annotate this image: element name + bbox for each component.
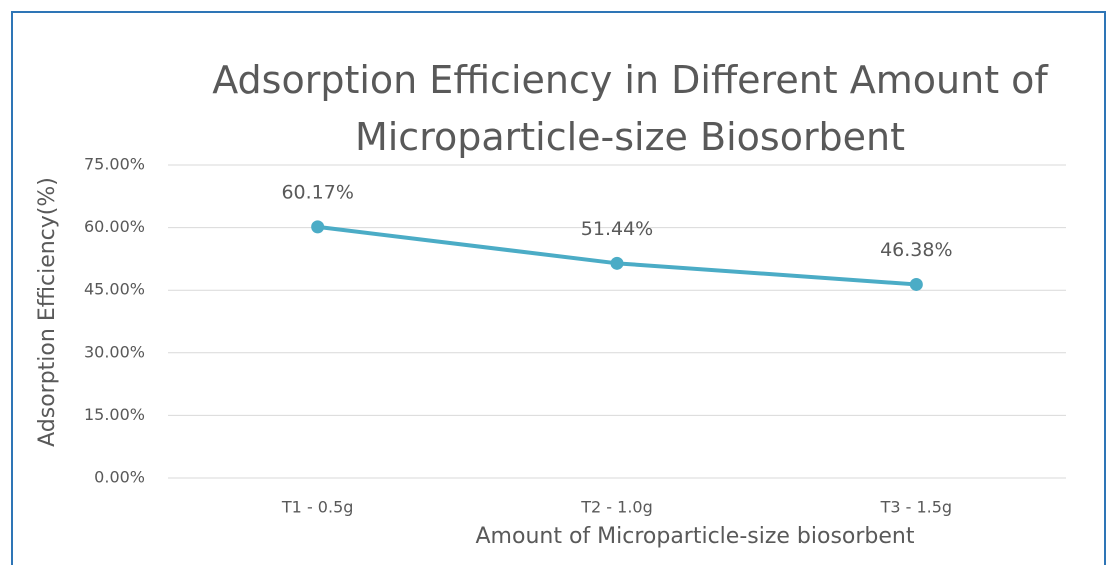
frame: [11, 11, 1106, 565]
marker: [610, 256, 624, 270]
chart-title: Adsorption Efficiency in Different Amoun…: [212, 58, 1048, 159]
y-tick-label: 30.00%: [84, 342, 145, 361]
y-axis-label: Adsorption Efficiency(%): [35, 177, 60, 447]
marker: [311, 220, 325, 234]
y-tick-label: 60.00%: [84, 217, 145, 236]
data-label: 46.38%: [880, 239, 952, 261]
y-tick-label: 75.00%: [84, 155, 145, 174]
x-tick-label: T3 - 1.5g: [880, 498, 953, 517]
x-tick-label: T1 - 0.5g: [281, 498, 354, 517]
y-tick-label: 45.00%: [84, 280, 145, 299]
marker: [909, 277, 923, 291]
y-tick-label: 0.00%: [94, 468, 145, 487]
y-tick-label: 15.00%: [84, 405, 145, 424]
x-axis-label: Amount of Microparticle-size biosorbent: [476, 524, 915, 549]
data-label: 60.17%: [281, 181, 353, 203]
x-tick-label: T2 - 1.0g: [580, 498, 653, 517]
data-label: 51.44%: [581, 218, 653, 240]
